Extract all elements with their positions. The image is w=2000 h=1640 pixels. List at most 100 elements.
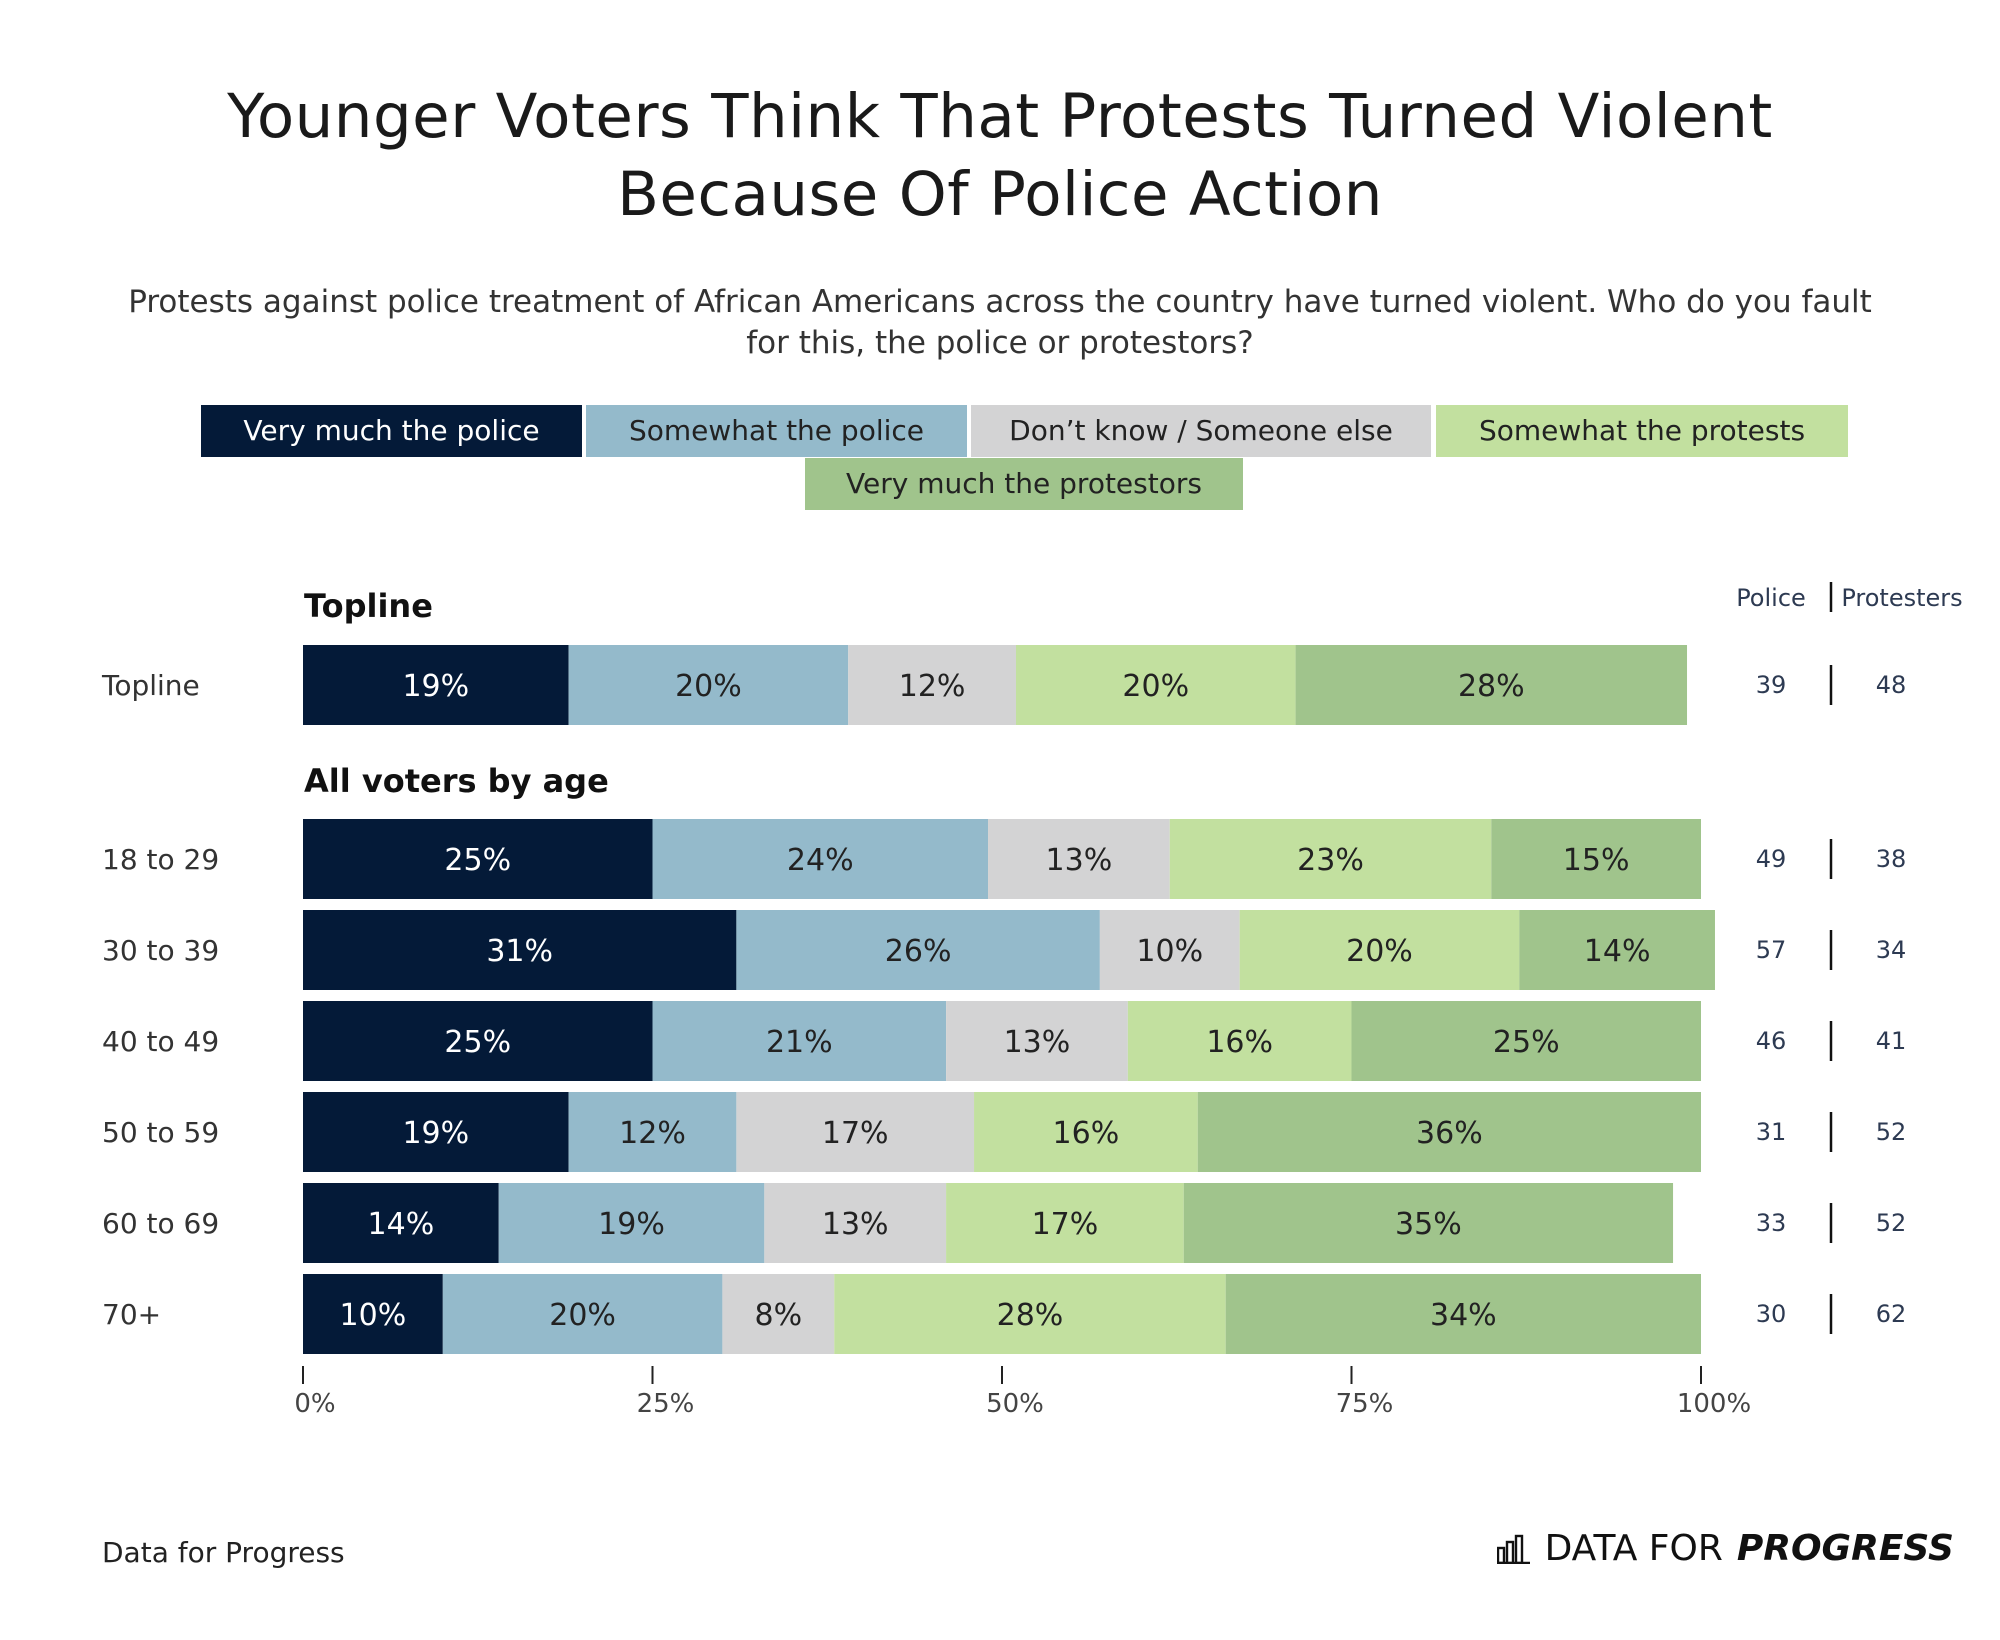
net-header-protesters: Protesters: [1841, 584, 1962, 612]
net-protesters-30-to-39: 34: [1876, 936, 1907, 964]
bar-chart-icon: [1496, 1534, 1530, 1564]
bar-segment-30-to-39-somewhat-the-police: [736, 910, 1100, 990]
net-police-30-to-39: 57: [1756, 936, 1787, 964]
bar-segment-70-very-much-the-police: [303, 1274, 443, 1354]
data-label-50-to-59-don-t-know-someone-else: 17%: [822, 1116, 889, 1151]
row-label-topline: Topline: [101, 669, 200, 702]
bar-segment-40-to-49-very-much-the-police: [303, 1001, 653, 1081]
bar-segment-60-to-69-somewhat-the-protests: [946, 1183, 1184, 1263]
legend-item-dont-know: Don’t know / Someone else: [971, 405, 1431, 457]
data-label-60-to-69-somewhat-the-protests: 17%: [1032, 1207, 1099, 1242]
net-protesters-18-to-29: 38: [1876, 845, 1907, 873]
bar-segment-40-to-49-very-much-the-protestors: [1351, 1001, 1701, 1081]
legend-item-very-much-the-protestors: Very much the protestors: [805, 458, 1243, 510]
bar-segment-30-to-39-somewhat-the-protests: [1239, 910, 1520, 990]
bar-segment-topline-very-much-the-protestors: [1295, 645, 1688, 725]
bar-segment-topline-somewhat-the-protests: [1015, 645, 1296, 725]
data-label-60-to-69-very-much-the-protestors: 35%: [1395, 1207, 1462, 1242]
data-label-60-to-69-somewhat-the-police: 19%: [598, 1207, 665, 1242]
net-police-topline: 39: [1756, 671, 1787, 699]
net-police-18-to-29: 49: [1756, 845, 1787, 873]
chart-subtitle: Protests against police treatment of Afr…: [110, 282, 1890, 364]
data-label-40-to-49-don-t-know-someone-else: 13%: [1004, 1025, 1071, 1060]
bar-segment-60-to-69-very-much-the-police: [303, 1183, 499, 1263]
net-police-70: 30: [1756, 1300, 1787, 1328]
bar-segment-topline-very-much-the-police: [303, 645, 569, 725]
data-label-50-to-59-somewhat-the-protests: 16%: [1053, 1116, 1120, 1151]
bar-segment-30-to-39-very-much-the-protestors: [1519, 910, 1715, 990]
bar-segment-18-to-29-very-much-the-protestors: [1491, 819, 1701, 899]
subtitle-line-1: Protests against police treatment of Afr…: [128, 284, 1872, 320]
legend-item-somewhat-the-police: Somewhat the police: [586, 405, 967, 457]
data-label-60-to-69-don-t-know-someone-else: 13%: [822, 1207, 889, 1242]
data-label-70-don-t-know-someone-else: 8%: [755, 1298, 803, 1333]
legend-item-somewhat-the-protests: Somewhat the protests: [1436, 405, 1848, 457]
data-label-70-very-much-the-police: 10%: [340, 1298, 407, 1333]
data-label-30-to-39-don-t-know-someone-else: 10%: [1136, 934, 1203, 969]
bar-segment-18-to-29-somewhat-the-police: [652, 819, 989, 899]
data-label-topline-somewhat-the-police: 20%: [675, 669, 742, 704]
bar-segment-18-to-29-don-t-know-someone-else: [988, 819, 1170, 899]
bar-segment-18-to-29-somewhat-the-protests: [1169, 819, 1492, 899]
bar-segment-60-to-69-very-much-the-protestors: [1183, 1183, 1674, 1263]
data-label-30-to-39-very-much-the-police: 31%: [486, 934, 553, 969]
bar-segment-70-somewhat-the-protests: [834, 1274, 1226, 1354]
chart-title-line-2: Because Of Police Action: [617, 159, 1383, 230]
data-label-topline-somewhat-the-protests: 20%: [1122, 669, 1189, 704]
row-label-30-to-39: 30 to 39: [102, 934, 219, 967]
net-police-50-to-59: 31: [1756, 1118, 1787, 1146]
bar-segment-40-to-49-don-t-know-someone-else: [946, 1001, 1128, 1081]
data-label-50-to-59-very-much-the-police: 19%: [402, 1116, 469, 1151]
data-label-30-to-39-somewhat-the-protests: 20%: [1346, 934, 1413, 969]
x-axis-tick-label-2: 50%: [986, 1389, 1044, 1419]
stacked-bar-chart: Police Protesters Topline Topline 19% 20% 12% 2…: [101, 582, 1963, 1419]
net-police-60-to-69: 33: [1756, 1209, 1787, 1237]
data-label-40-to-49-somewhat-the-police: 21%: [766, 1025, 833, 1060]
row-label-60-to-69: 60 to 69: [102, 1207, 219, 1240]
subtitle-line-2: for this, the police or protestors?: [746, 325, 1254, 361]
net-protesters-70: 62: [1876, 1300, 1907, 1328]
bar-segment-topline-don-t-know-someone-else: [848, 645, 1016, 725]
legend-item-very-much-the-police: Very much the police: [201, 405, 582, 457]
bar-segment-50-to-59-somewhat-the-protests: [974, 1092, 1198, 1172]
data-label-50-to-59-very-much-the-protestors: 36%: [1416, 1116, 1483, 1151]
bar-segment-30-to-39-don-t-know-someone-else: [1099, 910, 1240, 990]
data-label-18-to-29-don-t-know-someone-else: 13%: [1046, 843, 1113, 878]
data-label-topline-don-t-know-someone-else: 12%: [899, 669, 966, 704]
row-label-40-to-49: 40 to 49: [102, 1025, 219, 1058]
x-axis-tick-label-3: 75%: [1336, 1389, 1394, 1419]
row-label-18-to-29: 18 to 29: [102, 843, 219, 876]
brand-text-bold: PROGRESS: [1736, 1528, 1954, 1569]
x-axis-tick-label-0: 0%: [294, 1389, 335, 1419]
data-label-topline-very-much-the-protestors: 28%: [1458, 669, 1525, 704]
bar-segment-40-to-49-somewhat-the-protests: [1127, 1001, 1352, 1081]
data-label-60-to-69-very-much-the-police: 14%: [368, 1207, 435, 1242]
row-label-70: 70+: [102, 1298, 161, 1331]
x-axis-tick-label-4: 100%: [1677, 1389, 1751, 1419]
chart-title-line-1: Younger Voters Think That Protests Turne…: [227, 81, 1773, 152]
bar-segment-40-to-49-somewhat-the-police: [652, 1001, 947, 1081]
data-label-40-to-49-very-much-the-police: 25%: [444, 1025, 511, 1060]
data-label-40-to-49-somewhat-the-protests: 16%: [1206, 1025, 1273, 1060]
x-axis-tick-label-1: 25%: [637, 1389, 695, 1419]
data-label-18-to-29-very-much-the-police: 25%: [444, 843, 511, 878]
brand-logo: DATA FOR PROGRESS: [1496, 1528, 1954, 1569]
bar-segment-18-to-29-very-much-the-police: [303, 819, 653, 899]
net-header-police: Police: [1736, 584, 1806, 612]
group-header-topline: Topline: [304, 587, 433, 625]
brand-text-plain: DATA FOR: [1544, 1528, 1723, 1569]
data-label-50-to-59-somewhat-the-police: 12%: [619, 1116, 686, 1151]
bar-segment-60-to-69-don-t-know-someone-else: [764, 1183, 947, 1263]
data-label-70-very-much-the-protestors: 34%: [1430, 1298, 1497, 1333]
bar-segment-50-to-59-somewhat-the-police: [568, 1092, 737, 1172]
bar-segment-50-to-59-very-much-the-protestors: [1197, 1092, 1701, 1172]
bar-segment-topline-somewhat-the-police: [568, 645, 849, 725]
data-label-40-to-49-very-much-the-protestors: 25%: [1493, 1025, 1560, 1060]
group-header-all-voters-by-age: All voters by age: [304, 762, 609, 800]
net-protesters-60-to-69: 52: [1876, 1209, 1907, 1237]
bar-segment-50-to-59-very-much-the-police: [303, 1092, 569, 1172]
net-police-40-to-49: 46: [1756, 1027, 1787, 1055]
net-protesters-40-to-49: 41: [1876, 1027, 1907, 1055]
bar-segment-70-very-much-the-protestors: [1225, 1274, 1701, 1354]
data-label-30-to-39-somewhat-the-police: 26%: [885, 934, 952, 969]
